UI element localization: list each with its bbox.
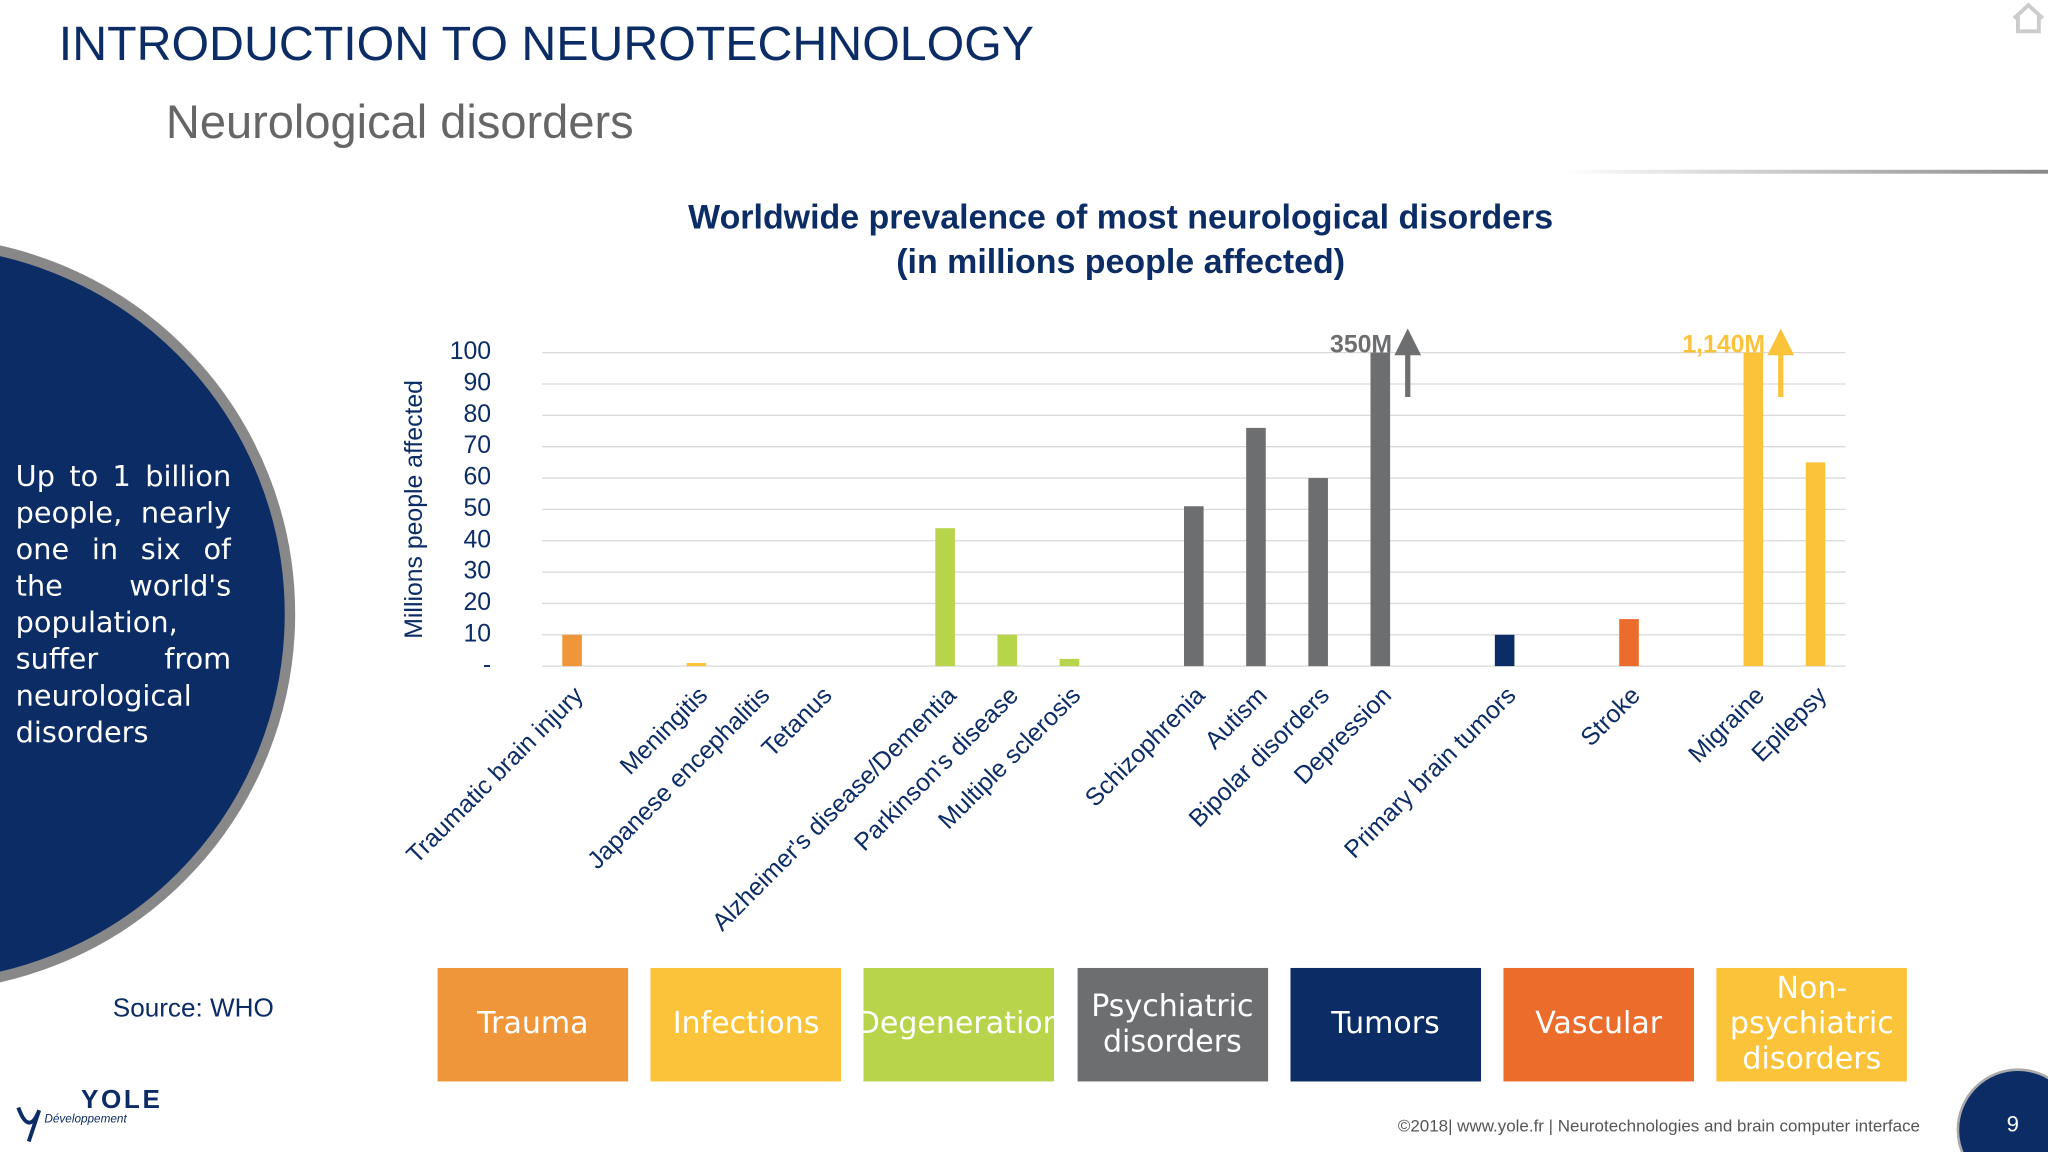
y-tick-label: 20 — [464, 589, 492, 616]
bar — [1184, 506, 1204, 667]
y-tick-label: 90 — [464, 370, 492, 397]
slide-subtitle: Neurological disorders — [166, 95, 634, 148]
page-badge — [1956, 1068, 2048, 1152]
home-icon[interactable] — [2012, 2, 2045, 34]
group-box: Psychiatric disorders — [1077, 967, 1268, 1082]
y-tick-label: 30 — [464, 558, 492, 585]
value-label: 350M — [1330, 332, 1392, 359]
logo-tagline: Développement — [44, 1112, 127, 1125]
group-box: Trauma — [437, 967, 629, 1082]
y-tick-label: - — [483, 652, 491, 679]
bar — [997, 634, 1018, 667]
source: Source: WHO — [113, 993, 274, 1023]
group-label: Non-psychiatric disorders — [1716, 967, 1908, 1082]
y-tick-label: 100 — [450, 338, 491, 365]
x-tick-label: Traumatic brain injury — [402, 682, 589, 869]
group-box: Vascular — [1503, 967, 1695, 1082]
logo-name: YOLE — [81, 1084, 163, 1114]
y-tick-label: 40 — [464, 526, 492, 553]
bar — [1370, 352, 1391, 667]
y-tick-label: 80 — [464, 401, 492, 428]
x-tick-label: Schizophrenia — [1080, 682, 1210, 812]
side-note: Up to 1 billion people, nearly one in si… — [15, 461, 232, 750]
bar — [562, 634, 582, 667]
bar — [686, 662, 707, 667]
bars — [562, 352, 1826, 667]
overflow-arrow — [1394, 328, 1422, 398]
slide-title: INTRODUCTION TO NEUROTECHNOLOGY — [59, 17, 1034, 71]
y-tick-label: 10 — [464, 620, 492, 647]
bar — [1743, 352, 1764, 667]
y-tick-label: 70 — [464, 432, 492, 459]
group-box: Infections — [650, 967, 842, 1082]
group-box: Non-psychiatric disorders — [1716, 967, 1908, 1082]
group-box: Degeneration — [863, 967, 1055, 1082]
value-label: 1,140M — [1682, 332, 1765, 359]
page-number: 9 — [2007, 1112, 2019, 1137]
bar — [1059, 658, 1080, 667]
group-label: Tumors — [1290, 967, 1481, 1082]
x-tick-label: Stroke — [1576, 682, 1646, 752]
group-box: Tumors — [1290, 967, 1481, 1082]
footer: ©2018| www.yole.fr | Neurotechnologies a… — [1398, 1117, 1920, 1136]
group-label: Psychiatric disorders — [1077, 967, 1268, 1082]
group-label: Infections — [650, 967, 842, 1082]
bar — [1619, 619, 1639, 667]
group-label: Degeneration — [863, 967, 1055, 1082]
side-disk — [0, 245, 296, 983]
y-tick-label: 50 — [464, 495, 492, 522]
header-rule — [1560, 169, 2048, 174]
bar — [1246, 427, 1266, 667]
chart-title: Worldwide prevalence of most neurologica… — [688, 198, 1553, 236]
overflow-arrow — [1767, 328, 1795, 398]
x-tick-label: Tetanus — [757, 682, 838, 763]
bar — [935, 528, 955, 667]
side-note-box: Up to 1 billion people, nearly one in si… — [15, 461, 232, 750]
bar — [1308, 478, 1328, 667]
chart-title: (in millions people affected) — [896, 243, 1345, 281]
bar — [1494, 634, 1515, 667]
y-axis-label: Millions people affected — [401, 380, 428, 639]
logo-mark — [16, 1106, 42, 1143]
bar — [1805, 462, 1826, 667]
group-label: Vascular — [1503, 967, 1695, 1082]
group-label: Trauma — [437, 967, 629, 1082]
y-tick-label: 60 — [464, 464, 492, 491]
